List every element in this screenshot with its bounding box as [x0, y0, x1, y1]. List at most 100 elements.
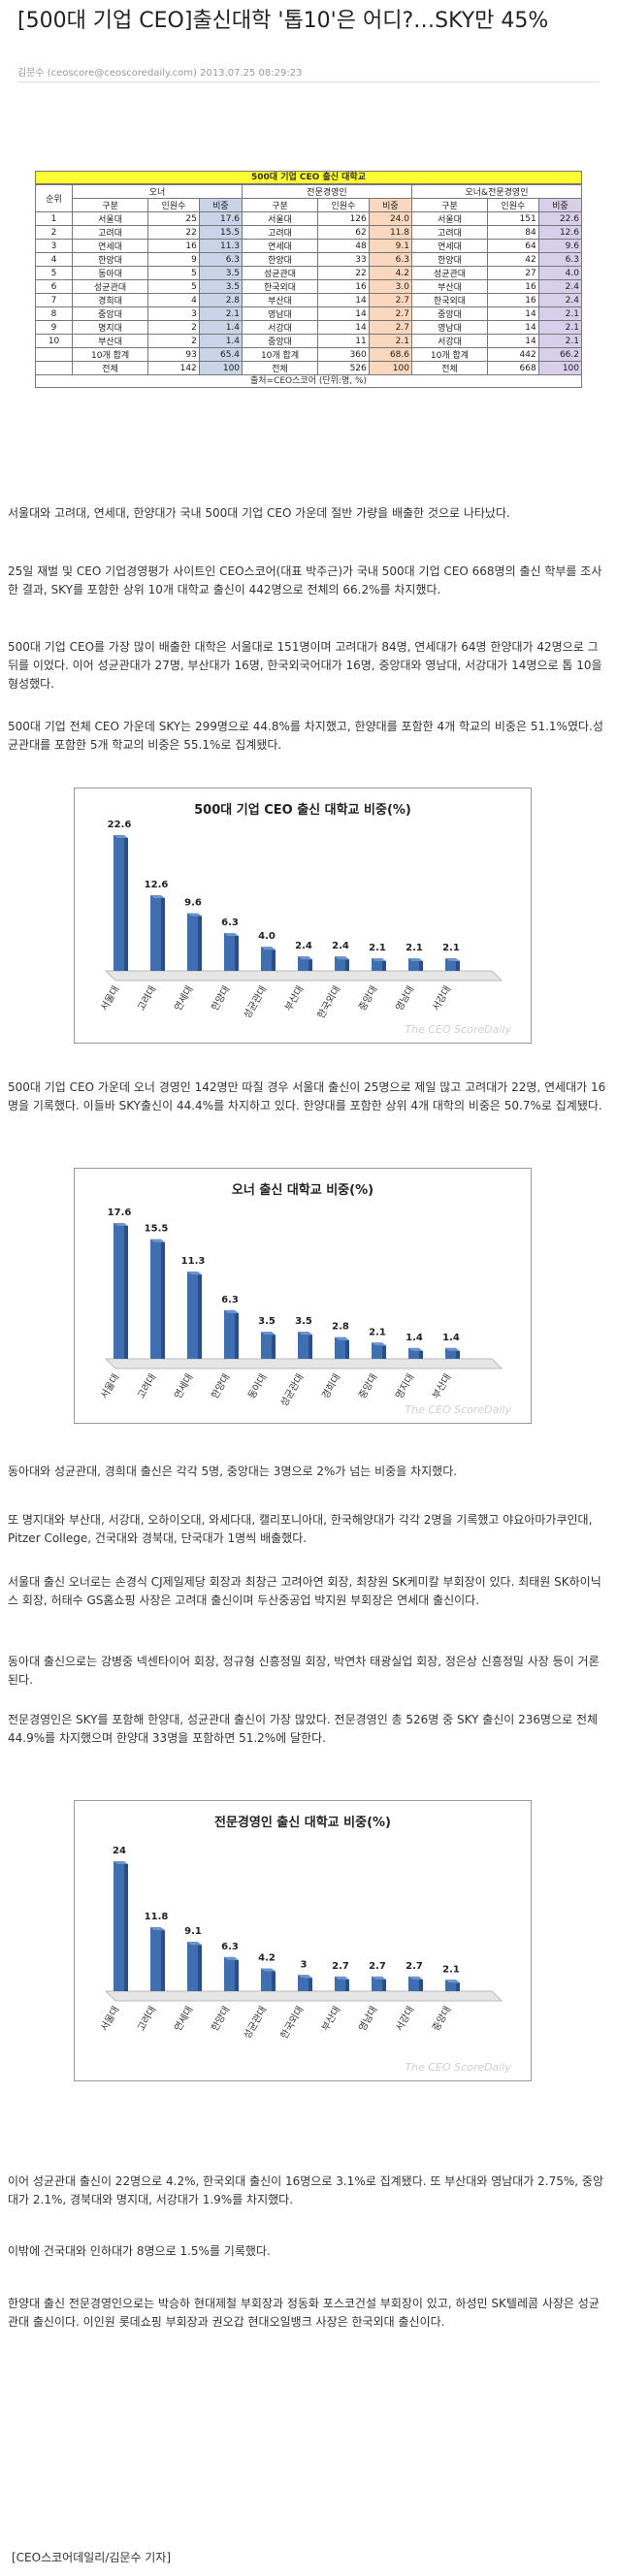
data-label: 11.3: [181, 1256, 206, 1267]
chart-title: 전문경영인 출신 대학교 비중(%): [214, 1815, 391, 1830]
table-cell: 84: [486, 225, 539, 240]
table-cell: 3: [147, 306, 200, 321]
bar: [335, 956, 345, 971]
data-label: 2.1: [369, 1327, 386, 1337]
bar-top: [150, 1239, 165, 1242]
data-label: 9.1: [184, 1926, 202, 1937]
bar-side: [456, 1982, 460, 1991]
bar-top: [150, 1927, 165, 1931]
chart-title: 500대 기업 CEO 출신 대학교 비중(%): [194, 802, 411, 818]
table-cell: 중앙대: [242, 334, 319, 348]
sub-header: 비중: [368, 198, 412, 212]
table-cell: 연세대: [72, 239, 149, 253]
table-row: 4 한양대 9 6.3 한양대 33 6.3 한양대 42 6.3: [34, 252, 583, 267]
table-cell: 151: [486, 211, 539, 226]
table-cell: 1.4: [198, 334, 244, 348]
bar-top: [372, 1342, 386, 1346]
data-label: 2.4: [332, 941, 349, 951]
bar-top: [224, 932, 239, 936]
bar-top: [335, 1336, 349, 1340]
table-cell: 부산대: [242, 293, 319, 307]
bar-side: [382, 1979, 386, 1991]
table-cell: 2.7: [368, 293, 412, 307]
table-cell: 8: [34, 306, 74, 321]
table-cell: 부산대: [410, 279, 488, 294]
category-label: 고려대: [135, 1372, 158, 1401]
bar: [150, 894, 161, 971]
table-cell: 5: [34, 266, 74, 280]
category-label: 경희대: [319, 1371, 343, 1401]
bar-top: [445, 1980, 460, 1983]
table-cell: 9: [147, 252, 200, 267]
data-label: 11.8: [145, 1912, 169, 1922]
table-cell: 3: [34, 239, 74, 253]
data-label: 2.7: [332, 1961, 349, 1972]
table-cell: 17.6: [198, 211, 244, 226]
bar: [445, 1980, 456, 1991]
bar-top: [224, 1309, 239, 1313]
bar-side: [235, 1312, 239, 1359]
data-label: 22.6: [108, 820, 132, 830]
data-label: 2.4: [295, 941, 312, 951]
bar-side: [198, 1945, 202, 1991]
table-cell: 2.7: [368, 320, 412, 335]
table-cell: 1.4: [198, 320, 244, 335]
paragraph: 한양대 출신 전문경영인으로는 박승하 현대제철 부회장과 정동화 포스코건설 …: [8, 2297, 600, 2329]
table-cell: 6.3: [198, 252, 244, 267]
table-cell: 14: [486, 320, 539, 335]
bar: [114, 1861, 124, 1991]
table-cell: 9.6: [537, 239, 583, 253]
category-label: 성균관대: [278, 1372, 307, 1409]
table-cell: 11: [317, 334, 370, 348]
bar-top: [150, 894, 165, 898]
bar-top: [372, 1976, 386, 1980]
data-label: 2.1: [406, 943, 423, 953]
chart-owner: 오너 출신 대학교 비중(%) 17.6 서울대 15.5 고려대 11.3 연세대 6.3 한…: [74, 1168, 532, 1424]
data-table: 순위 오너 전문경영인 오너&전문경영인 구분 인원수 비중 구분 인원수 비중…: [34, 184, 583, 375]
category-label: 한양대: [209, 984, 232, 1014]
table-cell: 22: [147, 225, 200, 240]
data-label: 4.0: [258, 931, 276, 942]
bar: [261, 1968, 272, 1991]
bar: [261, 947, 272, 971]
table-cell: 중앙대: [410, 306, 488, 321]
table-cell: 4.2: [368, 266, 412, 280]
sub-header: 비중: [537, 198, 583, 212]
paragraph: 25일 재벌 및 CEO 기업경영평가 사이트인 CEO스코어(대표 박주근)가…: [8, 564, 602, 596]
category-label: 부산대: [282, 984, 306, 1014]
group-header-professional: 전문경영인: [242, 184, 412, 199]
bar-top: [224, 1956, 239, 1960]
table-cell: 2: [147, 334, 200, 348]
chart-professional: 전문경영인 출신 대학교 비중(%) 24 서울대 11.8 고려대 9.1 연세대 6.3 한…: [74, 1800, 532, 2081]
table-cell: 22: [317, 266, 370, 280]
table-cell: 16: [147, 239, 200, 253]
table-cell: 전체: [410, 361, 488, 375]
table-cell: 66.2: [537, 347, 583, 362]
chart-svg: 전문경영인 출신 대학교 비중(%) 24 서울대 11.8 고려대 9.1 연세대 6.3 한…: [98, 1815, 511, 2074]
bar: [408, 957, 419, 971]
bar-side: [419, 960, 423, 971]
table-cell: 100: [537, 361, 583, 375]
table-cell: 14: [317, 320, 370, 335]
table-cell: 64: [486, 239, 539, 253]
bar-side: [124, 838, 128, 971]
table-cell: 27: [486, 266, 539, 280]
table-cell: 12.6: [537, 225, 583, 240]
chart-svg: 500대 기업 CEO 출신 대학교 비중(%) 22.6 서울대 12.6 고려대 9.…: [98, 802, 511, 1036]
bar-top: [298, 956, 312, 960]
table-cell: 10: [34, 334, 74, 348]
bar: [187, 1272, 198, 1359]
table-cell: 4.0: [537, 266, 583, 280]
table-row: 5 동아대 5 3.5 성균관대 22 4.2 성균관대 27 4.0: [34, 266, 583, 280]
table-cell: 10개 합계: [410, 347, 488, 362]
bar: [372, 1976, 382, 1991]
bar-top: [261, 1332, 276, 1336]
table-cell: 10개 합계: [242, 347, 319, 362]
bar-top: [261, 1968, 276, 1972]
category-label: 서울대: [98, 1372, 121, 1401]
table-cell: 2.8: [198, 293, 244, 307]
bar-side: [308, 1335, 312, 1359]
group-header-all: 오너&전문경영인: [410, 184, 583, 199]
data-label: 6.3: [221, 918, 239, 928]
table-cell: 성균관대: [410, 266, 488, 280]
